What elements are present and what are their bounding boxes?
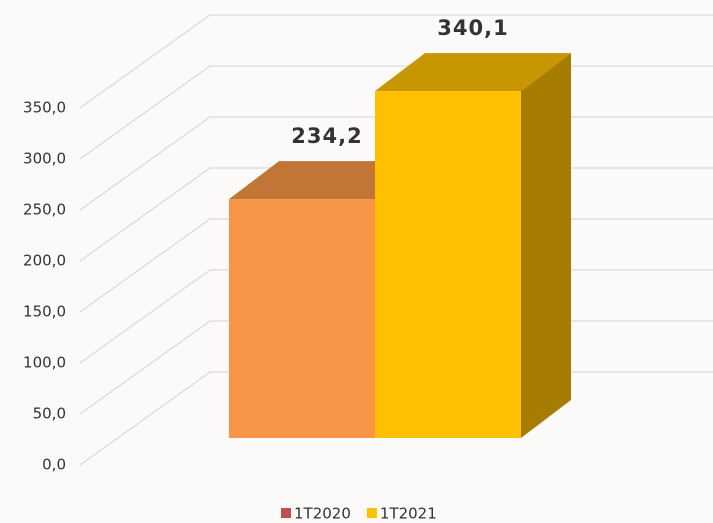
bar (229, 199, 375, 438)
legend-label: 1T2021 (380, 505, 437, 523)
legend-swatch (366, 508, 377, 518)
grid-line-floor (79, 218, 211, 313)
y-tick-label: 150,0 (23, 303, 66, 321)
grid-line-floor (79, 269, 211, 364)
y-tick-label: 50,0 (33, 405, 66, 423)
bar-side (521, 53, 571, 439)
grid-line-floor (79, 116, 211, 211)
grid-line-floor (79, 14, 211, 109)
bar-top (375, 53, 571, 92)
legend-swatch (281, 508, 291, 518)
legend-label: 1T2020 (294, 505, 351, 523)
y-tick-label: 0,0 (42, 456, 66, 474)
grid-line-floor (79, 65, 211, 160)
y-tick-label: 200,0 (23, 252, 66, 270)
grid-line-floor (79, 320, 211, 415)
value-label: 234,2 (291, 124, 362, 148)
y-tick-label: 300,0 (23, 150, 66, 168)
value-label: 340,1 (437, 16, 508, 40)
y-tick-label: 100,0 (23, 354, 66, 372)
grid-line-floor (79, 371, 211, 466)
grid-line-floor (79, 167, 211, 262)
bar (375, 91, 521, 439)
y-tick-label: 250,0 (23, 201, 66, 219)
y-tick-label: 350,0 (23, 99, 66, 117)
